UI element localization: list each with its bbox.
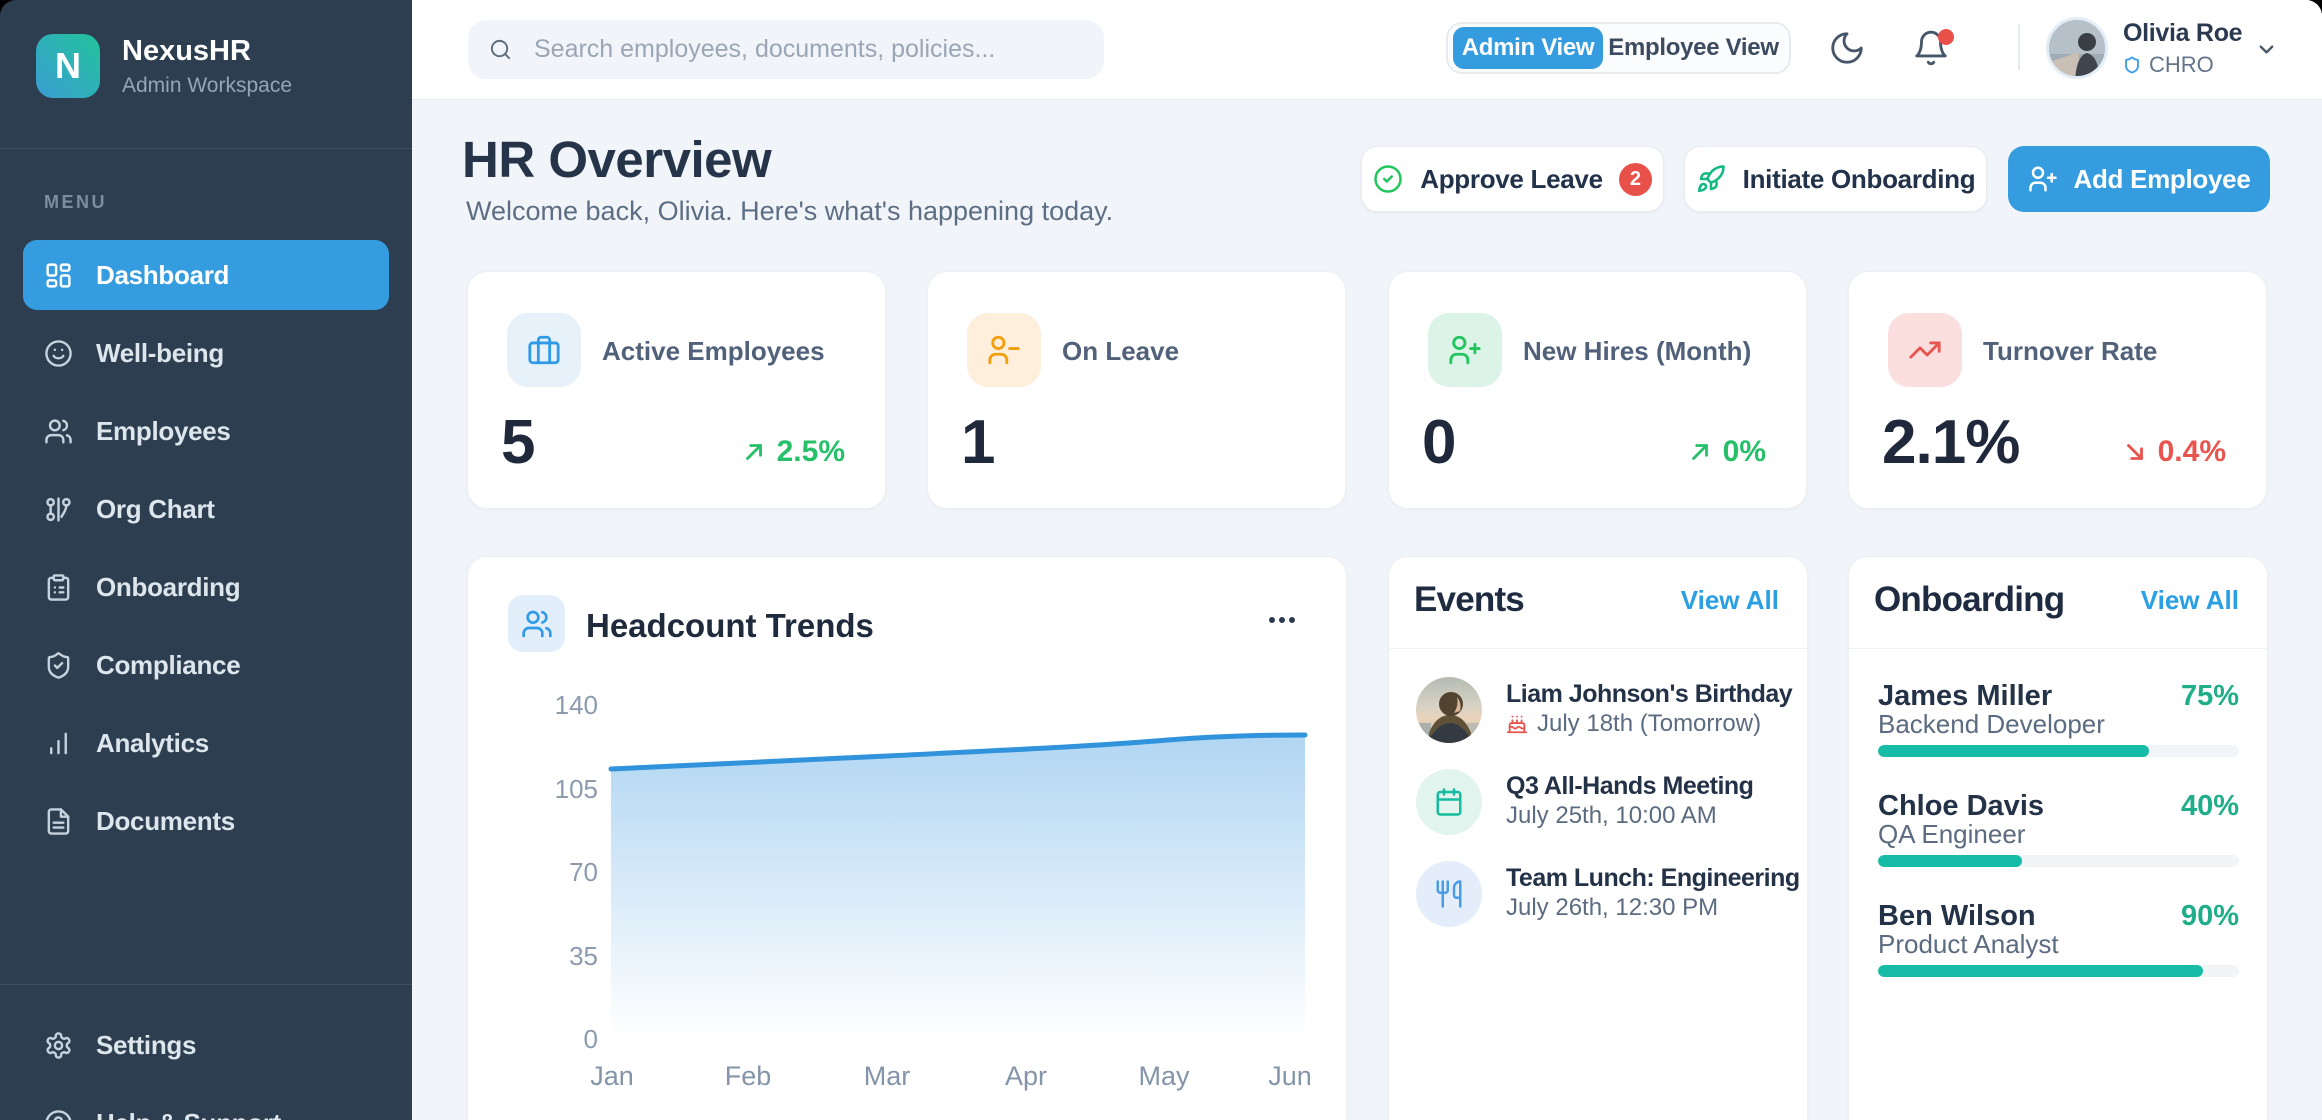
svg-text:Apr: Apr — [1005, 1061, 1047, 1091]
svg-text:Jun: Jun — [1268, 1061, 1312, 1091]
svg-text:Jan: Jan — [590, 1061, 634, 1091]
svg-text:105: 105 — [555, 774, 598, 804]
svg-text:140: 140 — [555, 690, 598, 720]
svg-text:Feb: Feb — [725, 1061, 772, 1091]
svg-text:0: 0 — [584, 1024, 598, 1054]
svg-text:Mar: Mar — [864, 1061, 911, 1091]
svg-text:35: 35 — [569, 941, 598, 971]
svg-text:May: May — [1138, 1061, 1190, 1091]
svg-text:70: 70 — [569, 857, 598, 887]
